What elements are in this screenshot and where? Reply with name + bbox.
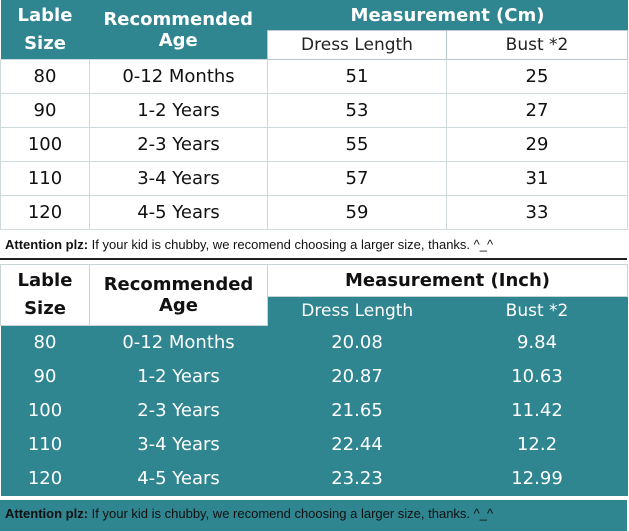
bust-cell: 10.63 [446, 359, 628, 394]
table-row: 120 4-5 Years 23.23 12.99 [0, 461, 628, 496]
label-size-header: Lable Size [0, 0, 90, 60]
attention-text: If your kid is chubby, we recomend choos… [88, 506, 494, 521]
measurement-header: Measurement (Inch) [266, 264, 629, 297]
dress-length-cell: 53 [267, 93, 447, 128]
size-cell: 90 [0, 359, 90, 394]
label-size-line1: Lable [17, 4, 73, 26]
age-cell: 2-3 Years [89, 127, 268, 162]
dress-length-header: Dress Length [267, 30, 447, 60]
bust-cell: 11.42 [446, 393, 628, 428]
attention-note: Attention plz: If your kid is chubby, we… [0, 230, 627, 260]
dress-length-cell: 55 [267, 127, 447, 162]
table-row: 80 0-12 Months 20.08 9.84 [0, 325, 628, 360]
dress-length-cell: 23.23 [267, 461, 447, 496]
size-cell: 100 [0, 127, 90, 162]
age-cell: 0-12 Months [89, 59, 268, 94]
dress-length-cell: 20.08 [267, 325, 447, 360]
age-cell: 3-4 Years [89, 161, 268, 196]
table-row: 90 1-2 Years 20.87 10.63 [0, 359, 628, 394]
dress-length-cell: 21.65 [267, 393, 447, 428]
dress-length-cell: 51 [267, 59, 447, 94]
table-row: 90 1-2 Years 53 27 [0, 93, 629, 128]
size-cell: 110 [0, 427, 90, 462]
dress-length-header: Dress Length [267, 296, 447, 325]
bust-header: Bust *2 [445, 30, 629, 60]
age-cell: 2-3 Years [89, 393, 268, 428]
size-cell: 120 [0, 461, 90, 496]
bust-cell: 25 [445, 59, 629, 94]
label-size-header: Lable Size [0, 264, 90, 326]
bust-cell: 9.84 [446, 325, 628, 360]
size-cell: 90 [0, 93, 90, 128]
dress-length-cell: 57 [267, 161, 447, 196]
attention-prefix: Attention plz: [5, 237, 89, 252]
recommended-age-header: Recommended Age [89, 0, 268, 60]
table-row: 100 2-3 Years 21.65 11.42 [0, 393, 628, 428]
size-table-cm: Lable Size Recommended Age Measurement (… [0, 0, 629, 230]
attention-note: Attention plz: If your kid is chubby, we… [0, 500, 627, 531]
table-row: 110 3-4 Years 57 31 [0, 161, 629, 196]
bust-cell: 12.99 [446, 461, 628, 496]
table-row: 100 2-3 Years 55 29 [0, 127, 629, 162]
table-row: 120 4-5 Years 59 33 [0, 195, 629, 230]
table-row: 80 0-12 Months 51 25 [0, 59, 629, 94]
size-cell: 80 [0, 325, 90, 360]
age-cell: 3-4 Years [89, 427, 268, 462]
bust-header: Bust *2 [446, 296, 628, 325]
recommended-age-header: Recommended Age [89, 264, 268, 326]
size-cell: 80 [0, 59, 90, 94]
age-cell: 1-2 Years [89, 359, 268, 394]
size-cell: 120 [0, 195, 90, 230]
attention-prefix: Attention plz: [5, 506, 89, 521]
label-size-line2: Size [24, 32, 66, 54]
header-row: Lable Size Recommended Age Measurement (… [0, 0, 628, 60]
age-cell: 1-2 Years [89, 93, 268, 128]
size-cell: 110 [0, 161, 90, 196]
bust-cell: 12.2 [446, 427, 628, 462]
bust-cell: 31 [445, 161, 629, 196]
label-size-line1: Lable [17, 269, 73, 291]
subheader-row: Dress Length Bust *2 [1, 296, 628, 325]
header-row: Lable Size Recommended Age Measurement (… [0, 264, 629, 326]
bust-cell: 29 [445, 127, 629, 162]
age-cell: 0-12 Months [89, 325, 268, 360]
bust-cell: 27 [445, 93, 629, 128]
label-size-line2: Size [24, 297, 66, 319]
dress-length-cell: 22.44 [267, 427, 447, 462]
bust-cell: 33 [445, 195, 629, 230]
table-row: 110 3-4 Years 22.44 12.2 [0, 427, 628, 462]
size-table-inch: Lable Size Recommended Age Measurement (… [0, 264, 629, 496]
age-cell: 4-5 Years [89, 461, 268, 496]
subheader-row: Dress Length Bust *2 [1, 30, 629, 60]
dress-length-cell: 20.87 [267, 359, 447, 394]
attention-text: If your kid is chubby, we recomend choos… [88, 237, 494, 252]
measurement-header: Measurement (Cm) [267, 0, 628, 31]
size-cell: 100 [0, 393, 90, 428]
age-cell: 4-5 Years [89, 195, 268, 230]
dress-length-cell: 59 [267, 195, 447, 230]
